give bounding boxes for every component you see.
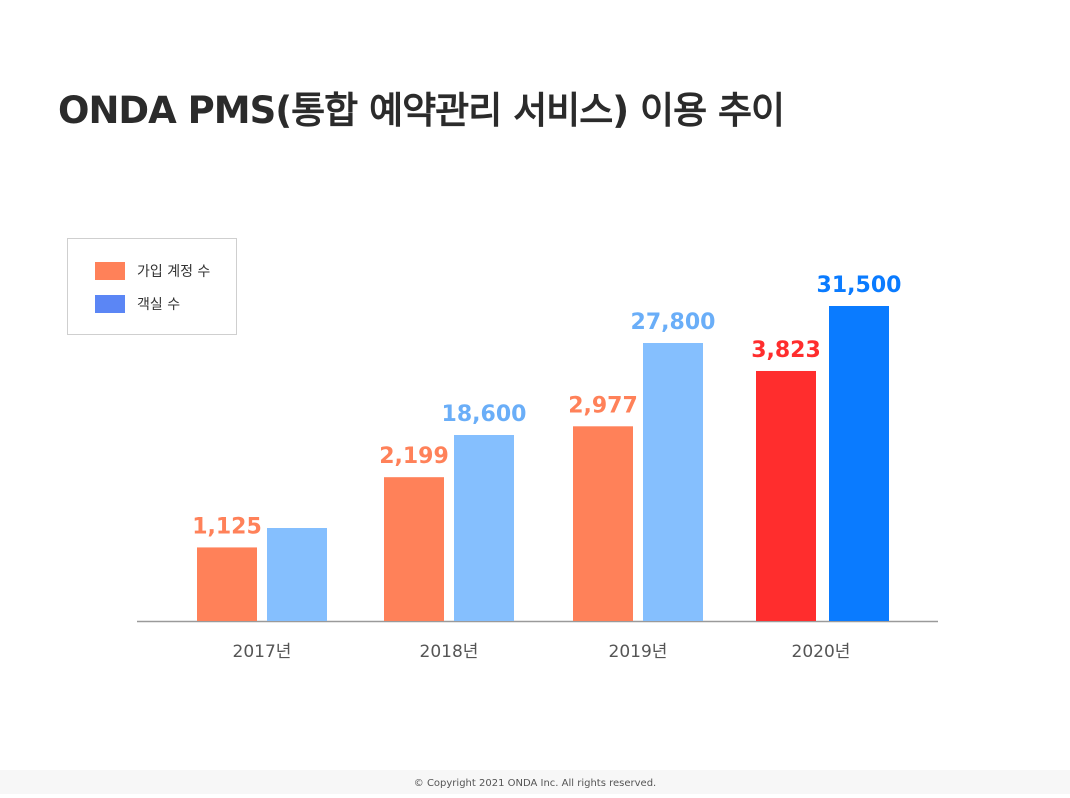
chart-legend: 가입 계정 수 객실 수 [67, 238, 237, 335]
bar-s0-3 [756, 370, 816, 621]
x-tick-label-0: 2017년 [233, 642, 292, 662]
data-label-s1-2: 27,800 [631, 310, 716, 335]
legend-swatch-accounts [95, 262, 125, 280]
bar-s1-0 [267, 528, 327, 621]
legend-label-accounts: 가입 계정 수 [137, 264, 211, 280]
bar-s1-3 [829, 306, 889, 621]
legend-item-accounts: 가입 계정 수 [95, 261, 210, 281]
bar-chart: 1,125 2017년 2,199 18,600 2018년 2,977 27,800 201… [137, 273, 938, 662]
bar-s1-2 [643, 343, 703, 621]
legend-label-rooms: 객실 수 [137, 297, 181, 313]
page-title: ONDA PMS(통합 예약관리 서비스) 이용 추이 [58, 89, 785, 132]
x-tick-label-2: 2019년 [609, 642, 668, 662]
data-label-s1-3: 31,500 [817, 273, 902, 298]
data-label-s0-0: 1,125 [192, 514, 262, 539]
data-label-s0-3: 3,823 [751, 338, 821, 363]
bar-s0-2 [573, 426, 633, 621]
x-tick-label-3: 2020년 [792, 642, 851, 662]
legend-item-rooms: 객실 수 [95, 294, 180, 314]
bar-s0-0 [197, 547, 257, 621]
x-tick-label-1: 2018년 [420, 642, 479, 662]
footer-copyright: © Copyright 2021 ONDA Inc. All rights re… [0, 770, 1070, 794]
data-label-s0-2: 2,977 [568, 393, 638, 418]
bar-s0-1 [384, 477, 444, 621]
data-label-s0-1: 2,199 [379, 444, 449, 469]
data-label-s1-1: 18,600 [442, 402, 527, 427]
legend-swatch-rooms [95, 295, 125, 313]
bar-s1-1 [454, 435, 514, 621]
